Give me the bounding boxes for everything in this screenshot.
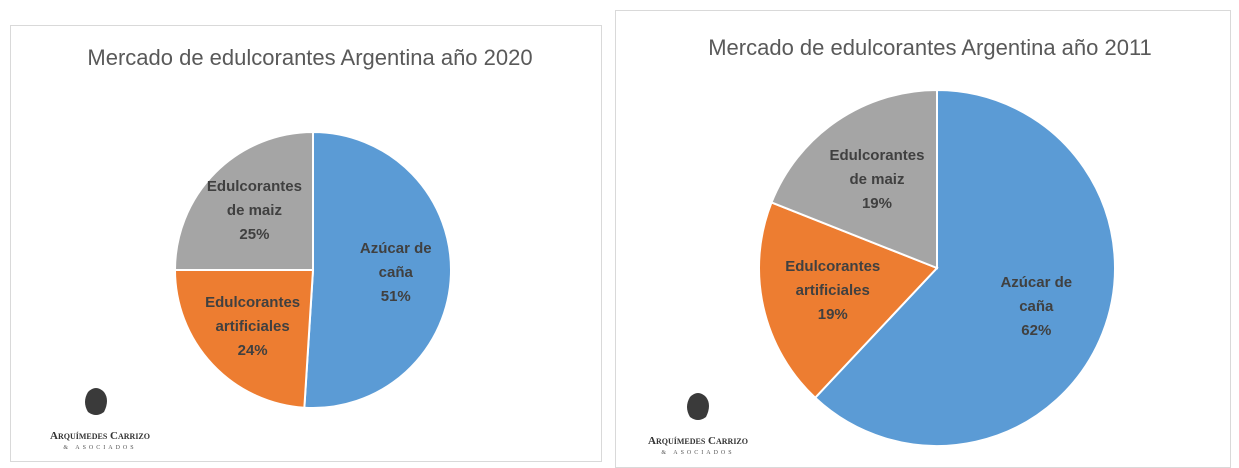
logo-icon bbox=[85, 388, 709, 420]
category-label: Edulcorantes de maiz bbox=[206, 178, 302, 220]
slice-label: Edulcorantes artificiales 24% bbox=[198, 291, 308, 363]
slice-label: Edulcorantes de maiz 19% bbox=[822, 144, 932, 216]
logo-tagline: & Asociados bbox=[661, 450, 735, 456]
chart-title: Mercado de edulcorantes Argentina año 20… bbox=[87, 45, 533, 70]
category-label: Edulcorantes artificiales bbox=[205, 293, 301, 335]
pie-slice bbox=[173, 130, 314, 271]
slice-label: Edulcorantes de maiz 25% bbox=[199, 175, 309, 247]
chart-title: Mercado de edulcorantes Argentina año 20… bbox=[708, 35, 1152, 60]
category-label: Edulcorantes de maiz bbox=[829, 146, 925, 188]
pie-slice bbox=[173, 269, 315, 409]
value-label: 51% bbox=[380, 287, 411, 305]
logo-name: Arquímedes Carrizo bbox=[648, 435, 748, 447]
slice-label: Azúcar de caña 51% bbox=[341, 237, 451, 309]
category-label: Edulcorantes artificiales bbox=[785, 258, 881, 300]
logo-tagline: & Asociados bbox=[63, 445, 137, 451]
value-label: 19% bbox=[861, 194, 892, 212]
category-label: Azúcar de caña bbox=[359, 239, 432, 281]
slice-label: Edulcorantes artificiales 19% bbox=[778, 255, 888, 327]
pie-slice bbox=[303, 130, 452, 409]
value-label: 24% bbox=[237, 341, 268, 359]
pie-slice bbox=[813, 88, 1116, 447]
value-label: 62% bbox=[1021, 322, 1052, 340]
value-label: 19% bbox=[817, 306, 848, 324]
slice-label: Azúcar de caña 62% bbox=[981, 271, 1091, 343]
logo-name: Arquímedes Carrizo bbox=[50, 430, 150, 442]
value-label: 25% bbox=[239, 226, 270, 244]
category-label: Azúcar de caña bbox=[1000, 274, 1073, 316]
pie-slice bbox=[770, 88, 938, 270]
